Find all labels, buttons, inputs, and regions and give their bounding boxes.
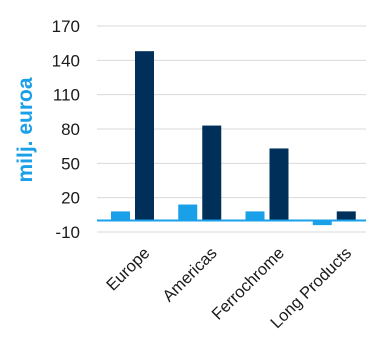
bars xyxy=(111,51,356,226)
y-axis-label: milj. euroa xyxy=(14,77,37,182)
y-tick-label: 110 xyxy=(53,86,80,105)
y-tick-label: 80 xyxy=(61,120,80,139)
y-tick-label: 170 xyxy=(52,17,80,36)
bar-ferrochrome-series-2 xyxy=(269,148,289,221)
bar-long-products-series-1 xyxy=(312,220,332,226)
bar-americas-series-2 xyxy=(202,125,222,221)
bar-long-products-series-2 xyxy=(336,211,356,221)
y-tick-label: 140 xyxy=(52,51,80,70)
y-tick-label: 20 xyxy=(61,189,80,208)
category-label: Americas xyxy=(159,244,220,305)
category-label: Europe xyxy=(103,244,153,294)
y-tick-label: 50 xyxy=(61,154,80,173)
y-tick-label: -10 xyxy=(55,223,80,242)
bar-europe-series-2 xyxy=(135,51,154,221)
bar-americas-series-1 xyxy=(178,204,198,221)
y-tick-labels: -10 20 50 80 110 140 170 xyxy=(52,17,80,242)
bar-europe-series-1 xyxy=(111,211,130,221)
bar-ferrochrome-series-1 xyxy=(245,211,265,221)
